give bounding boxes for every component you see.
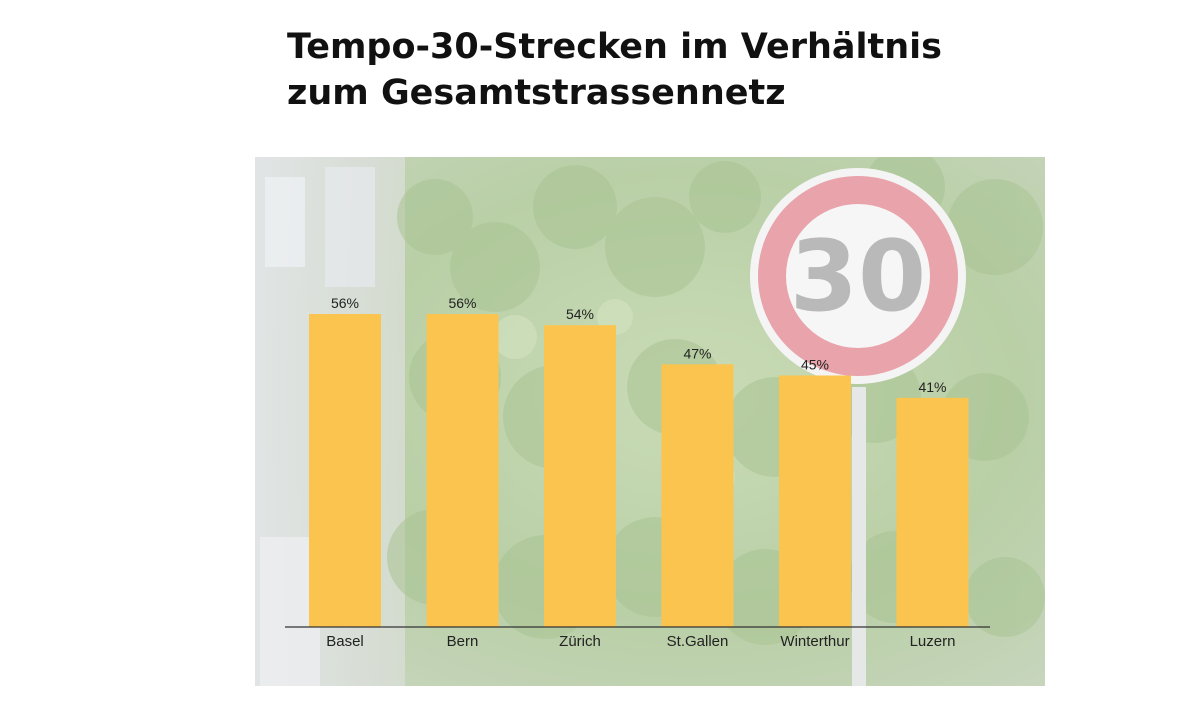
- value-label-z-rich: 54%: [566, 306, 594, 322]
- category-labels: Basel Bern Zürich St.Gallen Winterthur Luzern: [326, 633, 955, 650]
- value-label-st-gallen: 47%: [683, 345, 711, 361]
- bar-basel: [309, 314, 381, 627]
- sign-number: 30: [790, 220, 926, 334]
- bar-z-rich: [544, 325, 616, 627]
- bar-luzern: [896, 397, 969, 627]
- category-label-z-rich: Zürich: [559, 633, 601, 650]
- bar-st-gallen: [661, 364, 734, 627]
- category-label-bern: Bern: [447, 633, 479, 650]
- chart-title-line-2: zum Gesamtstrassennetz: [287, 73, 786, 113]
- value-label-winterthur: 45%: [801, 356, 829, 372]
- chart-title-line-1: Tempo-30-Strecken im Verhältnis: [287, 27, 942, 67]
- value-labels: 56% 56% 54% 47% 45% 41%: [331, 295, 947, 395]
- chart-panel: 30 56% 56% 54% 47% 45% 41% Basel Bern Zürich St.…: [255, 157, 1045, 686]
- bar-winterthur: [779, 375, 851, 627]
- category-label-luzern: Luzern: [910, 633, 956, 650]
- bars: [309, 314, 969, 627]
- bar-bern: [426, 314, 499, 627]
- value-label-bern: 56%: [448, 295, 476, 311]
- chart-title: Tempo-30-Strecken im Verhältnis zum Gesa…: [287, 24, 1047, 116]
- bar-chart: 56% 56% 54% 47% 45% 41% Basel Bern Zürich St.Gal…: [285, 295, 990, 650]
- category-label-basel: Basel: [326, 633, 364, 650]
- category-label-st-gallen: St.Gallen: [667, 633, 729, 650]
- category-label-winterthur: Winterthur: [780, 633, 849, 650]
- value-label-basel: 56%: [331, 295, 359, 311]
- value-label-luzern: 41%: [918, 379, 946, 395]
